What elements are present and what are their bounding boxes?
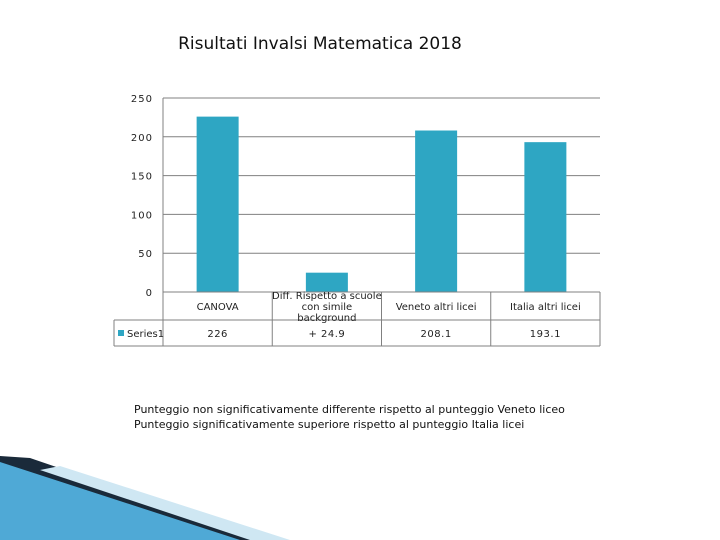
y-tick-label: 200 [131,133,153,144]
bar [524,142,567,292]
y-tick-label: 50 [138,249,153,260]
table-value: 208.1 [421,329,452,340]
category-label: Veneto altri licei [396,302,477,313]
category-label: con simile [302,302,353,313]
category-label: background [297,313,356,324]
footnote-italia: Punteggio significativamente superiore r… [134,418,525,431]
y-tick-label: 250 [131,94,153,105]
legend-series-label: Series1 [127,329,164,340]
table-value: 193.1 [530,329,561,340]
bar [415,130,458,292]
decor-blue-wedge [0,462,240,540]
legend-swatch [118,330,124,336]
table-value: + 24.9 [308,329,345,340]
footnote-veneto: Punteggio non significativamente differe… [134,403,565,416]
decor-light-wedge [40,466,290,540]
category-label: Diff. Rispetto a scuole [272,291,382,302]
y-tick-label: 0 [146,288,153,299]
category-label: Italia altri licei [510,302,581,313]
category-label: CANOVA [197,302,239,313]
y-tick-label: 100 [131,210,153,221]
bar [196,116,239,293]
y-tick-label: 150 [131,172,153,183]
table-value: 226 [207,329,228,340]
bar [305,272,348,292]
chart-title: Risultati Invalsi Matematica 2018 [178,34,462,54]
footnotes: Punteggio non significativamente differe… [134,402,565,432]
